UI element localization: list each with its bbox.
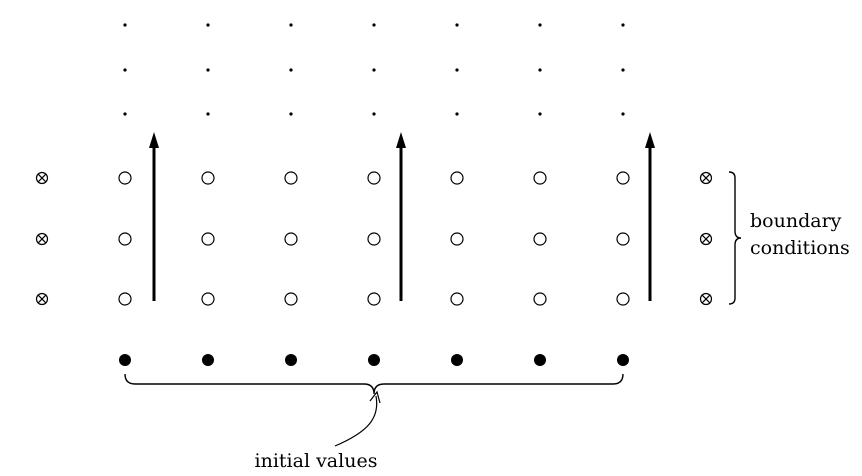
time-step-arrowhead	[149, 132, 159, 148]
continuation-dot	[206, 68, 210, 72]
continuation-dot	[621, 112, 625, 116]
continuation-dot	[206, 112, 210, 116]
continuation-dot	[123, 68, 127, 72]
interior-grid-points	[118, 171, 630, 306]
interior-point	[118, 232, 132, 246]
time-step-arrowhead	[396, 132, 406, 148]
boundary-point	[699, 232, 713, 246]
continuation-dot	[372, 68, 376, 72]
continuation-dot	[455, 68, 459, 72]
initial-value-point	[368, 354, 380, 366]
boundary-point	[699, 292, 713, 306]
continuation-dot	[538, 68, 542, 72]
initial-value-point	[451, 354, 463, 366]
continuation-dot	[621, 68, 625, 72]
continuation-dots	[123, 23, 625, 116]
initial-value-point	[617, 354, 629, 366]
interior-point	[533, 232, 547, 246]
continuation-dot	[538, 23, 542, 27]
continuation-dot	[206, 23, 210, 27]
initial-value-point	[202, 354, 214, 366]
continuation-dot	[372, 112, 376, 116]
interior-point	[533, 171, 547, 185]
boundary-label-line2: conditions	[750, 237, 850, 259]
interior-point	[284, 232, 298, 246]
right-boundary-points	[699, 171, 713, 306]
interior-point	[533, 292, 547, 306]
continuation-dot	[455, 23, 459, 27]
interior-point	[450, 232, 464, 246]
interior-point	[367, 292, 381, 306]
interior-point	[201, 232, 215, 246]
interior-point	[118, 171, 132, 185]
boundary-point	[35, 171, 49, 185]
interior-point	[450, 292, 464, 306]
interior-point	[616, 171, 630, 185]
continuation-dot	[289, 112, 293, 116]
interior-point	[450, 171, 464, 185]
continuation-dot	[123, 112, 127, 116]
interior-point	[616, 232, 630, 246]
interior-point	[118, 292, 132, 306]
continuation-dot	[538, 112, 542, 116]
time-step-arrows	[149, 132, 655, 301]
interior-point	[367, 232, 381, 246]
interior-point	[367, 171, 381, 185]
initial-value-point	[285, 354, 297, 366]
boundary-point	[699, 171, 713, 185]
continuation-dot	[455, 112, 459, 116]
interior-point	[284, 171, 298, 185]
initial-value-point	[534, 354, 546, 366]
time-step-arrowhead	[645, 132, 655, 148]
interior-point	[284, 292, 298, 306]
boundary-label-line1: boundary	[750, 210, 842, 232]
continuation-dot	[289, 23, 293, 27]
continuation-dot	[372, 23, 376, 27]
initial-values-brace	[124, 373, 624, 395]
boundary-point	[35, 232, 49, 246]
left-boundary-points	[35, 171, 49, 306]
interior-point	[201, 171, 215, 185]
boundary-point	[35, 292, 49, 306]
initial-value-points	[119, 354, 629, 366]
continuation-dot	[289, 68, 293, 72]
initial-values-label: initial values	[255, 450, 378, 472]
boundary-brace	[728, 171, 742, 305]
initial-values-pointer-arrowhead	[369, 390, 381, 404]
continuation-dot	[621, 23, 625, 27]
initial-value-point	[119, 354, 131, 366]
interior-point	[201, 292, 215, 306]
initial-values-pointer	[334, 395, 378, 447]
continuation-dot	[123, 23, 127, 27]
interior-point	[616, 292, 630, 306]
